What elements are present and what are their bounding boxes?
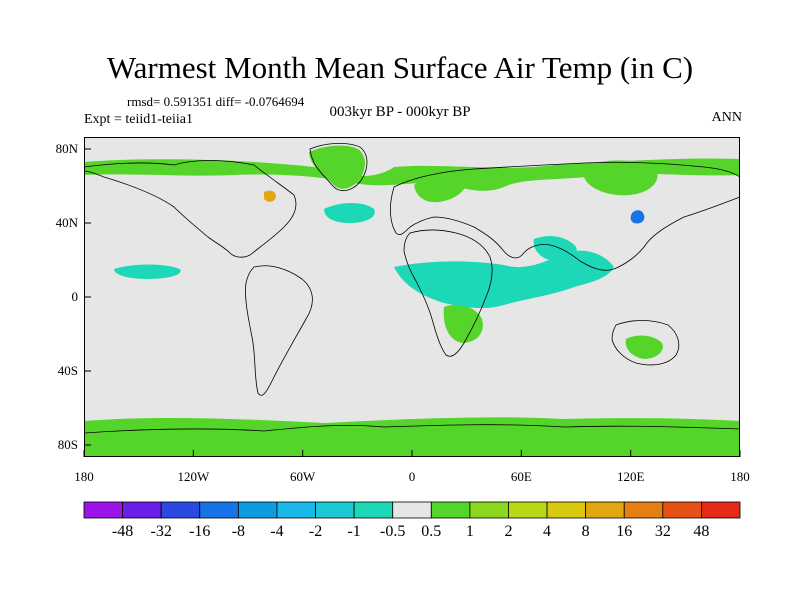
longitude-axis: 180 120W 60W 0 60E 120E 180 <box>74 450 750 484</box>
stats-label: rmsd= 0.591351 diff= -0.0764694 <box>127 94 305 109</box>
colorbar-label: -48 <box>112 523 133 540</box>
green-siberia-blob <box>584 160 658 196</box>
colorbar-label: -16 <box>189 523 210 540</box>
period-label: 003kyr BP - 000kyr BP <box>329 104 471 120</box>
colorbar-label: 48 <box>693 523 709 540</box>
lat-tick-label: 80N <box>56 141 79 156</box>
colorbar-box <box>353 501 394 519</box>
teal-north-atlantic <box>324 203 375 223</box>
greenland-coast <box>309 143 368 192</box>
colorbar-label: 1 <box>466 523 474 540</box>
colorbar-label: 4 <box>543 523 551 540</box>
colorbar-box <box>701 501 741 519</box>
colorbar-label: -1 <box>347 523 360 540</box>
lat-tick-label: 0 <box>72 289 79 304</box>
green-antarctica-band <box>84 417 740 457</box>
south-america-coast <box>245 265 313 396</box>
green-northern-europe <box>414 171 467 203</box>
colorbar-box <box>508 501 548 519</box>
colorbar-label: 0.5 <box>421 523 441 540</box>
anomaly-patches <box>84 145 740 457</box>
teal-tropical-band <box>394 250 614 309</box>
colorbar-box <box>430 501 471 519</box>
colorbar-box <box>623 501 664 519</box>
colorbar-box <box>546 501 587 519</box>
lon-tick-label: 180 <box>730 469 750 484</box>
teal-pacific-patch <box>114 264 181 279</box>
colorbar-box <box>315 501 355 519</box>
lon-tick-label: 120E <box>617 469 645 484</box>
colorbar-box <box>585 501 625 519</box>
latitude-axis: 80N 40N 0 40S 80S <box>56 141 91 452</box>
antarctica-coast <box>83 424 741 434</box>
lat-tick-label: 40S <box>58 363 78 378</box>
colorbar-label: 32 <box>655 523 671 540</box>
lat-tick-label: 80S <box>58 437 78 452</box>
colorbar-label: 16 <box>616 523 632 540</box>
lon-tick-label: 180 <box>74 469 94 484</box>
green-africa-patch <box>443 304 483 343</box>
colorbar-label: 8 <box>582 523 590 540</box>
lat-tick-label: 40N <box>56 215 79 230</box>
colorbar-labels: -48 -32 -16 -8 -4 -2 -1 -0.5 0.5 1 2 4 8 16 32 48 <box>112 523 709 540</box>
colorbar-box <box>160 501 201 519</box>
colorbar-label: -0.5 <box>380 523 405 540</box>
colorbar-label: -8 <box>232 523 245 540</box>
teal-tibet-patch <box>533 236 577 262</box>
colorbar-label: -2 <box>309 523 322 540</box>
orange-warming-spot <box>264 190 276 202</box>
colorbar-box <box>662 501 702 519</box>
lon-tick-label: 120W <box>177 469 210 484</box>
green-greenland-patch <box>309 145 365 189</box>
colorbar-box <box>237 501 278 519</box>
colorbar-label: -32 <box>151 523 172 540</box>
north-america-coast <box>83 160 297 258</box>
difference-map: 80N 40N 0 40S 80S 180 120W 60W 0 60E 120E 180 <box>56 137 750 484</box>
australia-coast <box>611 320 680 366</box>
colorbar-box <box>83 501 123 519</box>
colorbar-box <box>122 501 162 519</box>
eurasia-coast <box>390 161 741 271</box>
lon-tick-label: 0 <box>409 469 416 484</box>
blue-cooling-spot <box>630 210 645 224</box>
colorbar-label: 2 <box>504 523 512 540</box>
green-arctic-band <box>84 158 740 191</box>
lon-tick-label: 60E <box>511 469 532 484</box>
colorbar-boxes <box>83 501 741 519</box>
green-australia-patch <box>625 335 663 359</box>
colorbar-box <box>469 501 509 519</box>
season-label: ANN <box>711 110 742 125</box>
lon-tick-label: 60W <box>290 469 316 484</box>
colorbar-box <box>392 501 432 519</box>
colorbar-box <box>276 501 316 519</box>
colorbar-box <box>199 501 239 519</box>
africa-coast <box>403 229 493 357</box>
coastlines <box>83 143 741 434</box>
colorbar-label: -4 <box>270 523 283 540</box>
experiment-label: Expt = teiid1-teiia1 <box>84 112 193 127</box>
figure-title: Warmest Month Mean Surface Air Temp (in … <box>106 50 694 85</box>
